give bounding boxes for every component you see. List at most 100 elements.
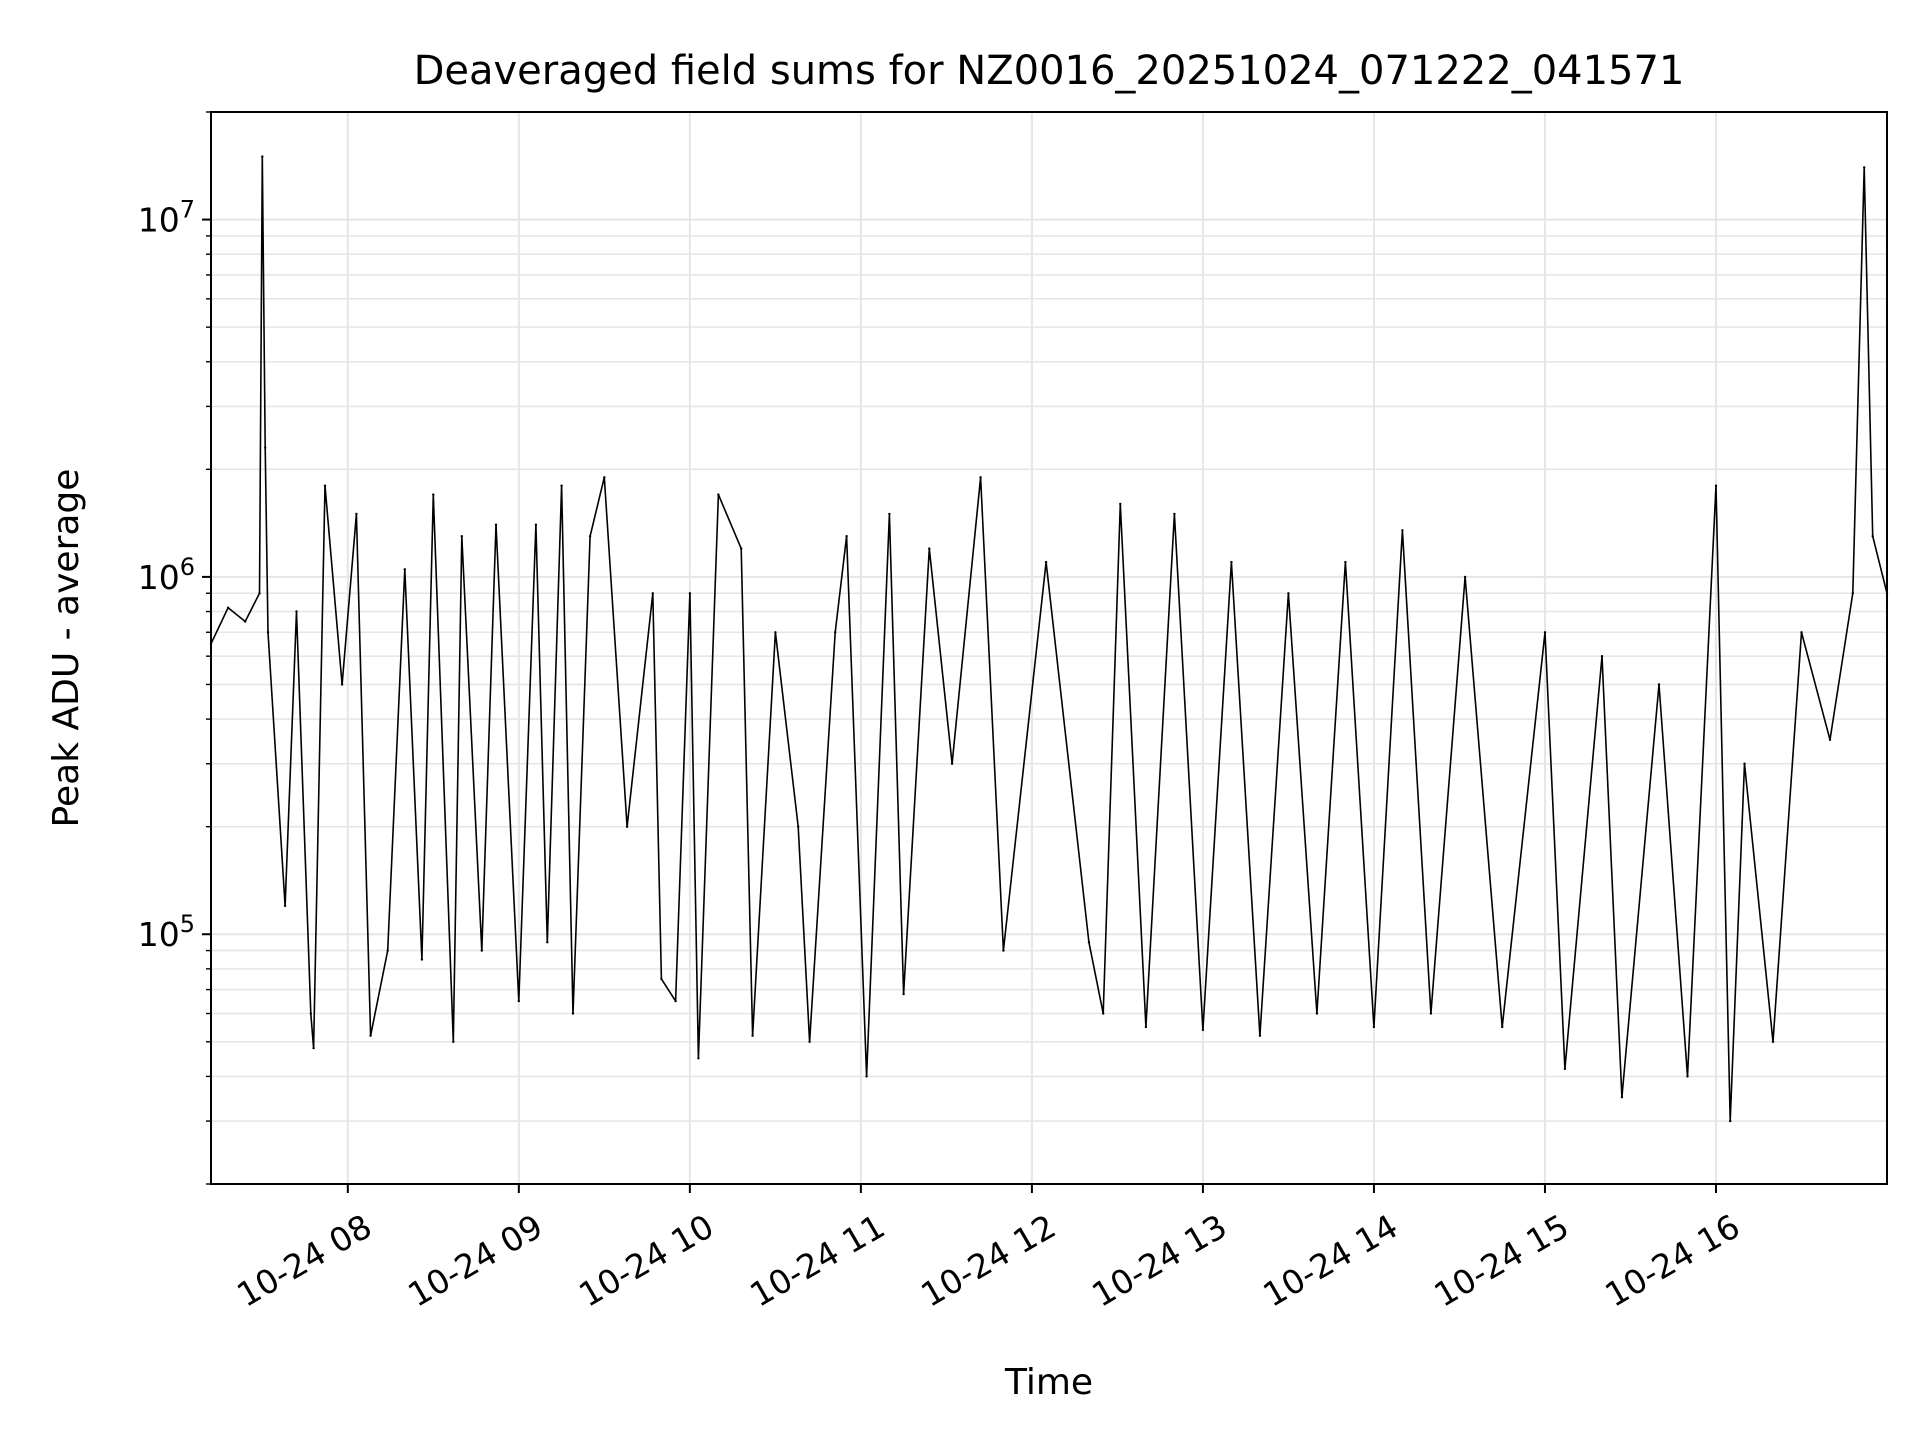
data-point bbox=[386, 949, 389, 952]
data-point bbox=[688, 592, 692, 595]
data-point bbox=[808, 1040, 811, 1044]
data-point bbox=[494, 523, 498, 526]
data-point bbox=[902, 992, 905, 996]
y-tick-label-exponent: 7 bbox=[180, 196, 195, 224]
data-point bbox=[1002, 949, 1005, 952]
data-point bbox=[452, 1040, 455, 1044]
data-point bbox=[517, 999, 520, 1003]
data-point bbox=[1315, 1012, 1319, 1015]
data-point bbox=[1800, 631, 1803, 634]
data-point bbox=[740, 547, 743, 550]
data-point bbox=[571, 1012, 575, 1015]
data-point bbox=[1657, 683, 1661, 686]
chart-title: Deaveraged field sums for NZ0016_2025102… bbox=[414, 48, 1685, 94]
data-point bbox=[1714, 484, 1718, 487]
data-point bbox=[674, 999, 677, 1003]
data-point bbox=[1620, 1096, 1624, 1099]
data-point bbox=[845, 535, 848, 538]
data-point bbox=[588, 535, 592, 538]
data-point bbox=[1201, 1028, 1205, 1032]
data-point bbox=[266, 631, 270, 634]
data-point bbox=[1686, 1075, 1689, 1078]
data-point bbox=[660, 977, 663, 981]
data-point bbox=[797, 825, 800, 828]
y-tick-label: 106 bbox=[138, 553, 195, 597]
data-point bbox=[534, 523, 538, 526]
data-point bbox=[403, 568, 406, 571]
data-point bbox=[1429, 1012, 1433, 1015]
data-point bbox=[1173, 512, 1176, 516]
data-point bbox=[834, 631, 837, 634]
data-point bbox=[480, 949, 483, 952]
y-tick-label: 107 bbox=[138, 196, 195, 240]
series-line bbox=[210, 155, 1888, 1122]
data-point bbox=[355, 512, 358, 516]
plot-frame bbox=[210, 111, 1888, 1185]
data-point bbox=[323, 484, 327, 487]
data-point bbox=[420, 958, 424, 961]
data-point bbox=[603, 476, 606, 479]
data-point bbox=[1600, 655, 1604, 658]
y-tick-label-base: 10 bbox=[138, 558, 180, 597]
data-point bbox=[369, 1034, 372, 1037]
data-point bbox=[546, 941, 549, 944]
data-point bbox=[283, 904, 287, 908]
y-tick-label: 105 bbox=[138, 910, 195, 954]
y-tick-label-base: 10 bbox=[138, 201, 180, 240]
data-point bbox=[1771, 1040, 1775, 1044]
data-point bbox=[432, 493, 435, 496]
data-point bbox=[774, 631, 777, 634]
data-point bbox=[1828, 738, 1832, 741]
x-axis-label: Time bbox=[1004, 1362, 1093, 1403]
data-point bbox=[717, 493, 720, 496]
data-point bbox=[928, 547, 931, 550]
data-point bbox=[1501, 1025, 1504, 1029]
data-point bbox=[651, 592, 654, 595]
data-point bbox=[950, 762, 954, 765]
data-point bbox=[264, 446, 267, 449]
data-point bbox=[1102, 1012, 1105, 1015]
data-point bbox=[560, 484, 563, 487]
data-point bbox=[261, 155, 264, 158]
y-tick-label-base: 10 bbox=[138, 915, 180, 954]
data-point bbox=[865, 1075, 868, 1078]
data-point bbox=[1863, 166, 1866, 169]
data-point bbox=[1463, 575, 1467, 579]
data-point bbox=[697, 1057, 700, 1060]
data-point bbox=[625, 825, 629, 828]
data-point bbox=[226, 606, 230, 609]
data-point bbox=[1144, 1025, 1148, 1029]
data-point bbox=[1743, 762, 1746, 765]
data-point bbox=[1543, 631, 1547, 634]
data-point bbox=[340, 683, 344, 686]
data-point bbox=[1044, 560, 1048, 564]
data-point bbox=[312, 1046, 315, 1050]
data-point bbox=[888, 512, 891, 516]
data-point bbox=[1851, 592, 1855, 595]
grid bbox=[211, 111, 1887, 1185]
y-tick-label-exponent: 6 bbox=[180, 553, 195, 581]
data-point bbox=[1230, 560, 1233, 564]
data-point bbox=[1372, 1025, 1376, 1029]
data-point bbox=[1871, 535, 1874, 538]
data-point bbox=[244, 620, 247, 623]
data-point bbox=[1729, 1119, 1732, 1123]
data-point bbox=[460, 535, 463, 538]
data-point bbox=[295, 610, 298, 613]
data-point bbox=[1287, 592, 1290, 595]
data-point bbox=[258, 592, 261, 595]
data-point bbox=[309, 1012, 312, 1015]
y-axis-label: Peak ADU - average bbox=[46, 469, 87, 828]
data-point bbox=[1087, 941, 1091, 944]
data-point bbox=[979, 476, 982, 479]
data-point bbox=[751, 1034, 754, 1037]
data-point bbox=[1401, 529, 1404, 532]
data-point bbox=[1258, 1034, 1262, 1037]
data-point bbox=[1563, 1067, 1567, 1071]
data-point bbox=[1119, 502, 1122, 506]
data-point bbox=[1344, 560, 1347, 564]
y-tick-label-exponent: 5 bbox=[180, 910, 195, 938]
